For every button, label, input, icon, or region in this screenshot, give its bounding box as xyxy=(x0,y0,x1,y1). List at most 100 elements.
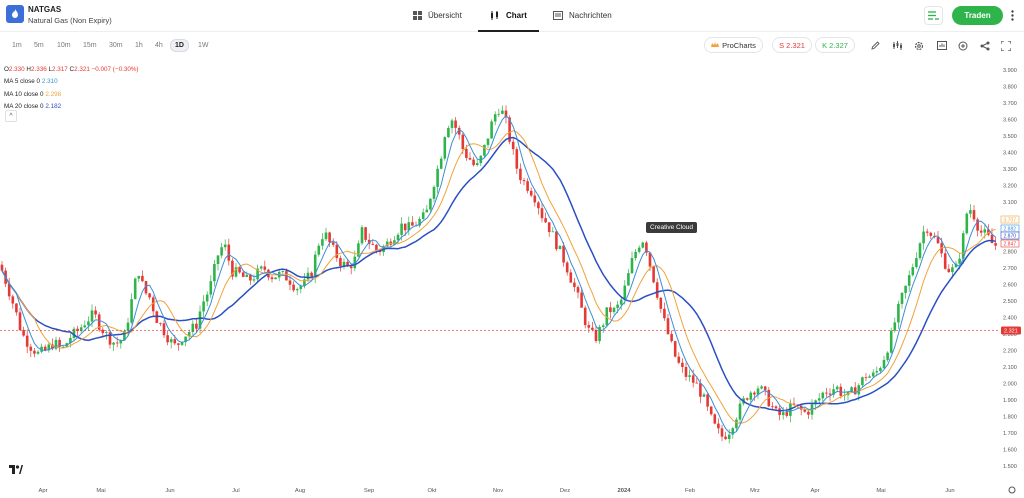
timeframe-4h[interactable]: 4h xyxy=(155,42,163,49)
candle xyxy=(483,144,486,159)
watchlist-button[interactable] xyxy=(924,6,943,25)
open-value: 2.330 xyxy=(8,66,25,73)
price-tick-label: 2.800 xyxy=(1003,250,1017,256)
timeframe-1h[interactable]: 1h xyxy=(135,42,143,49)
price-tick-label: 3.800 xyxy=(1003,85,1017,91)
candle xyxy=(645,240,648,256)
candle xyxy=(738,399,742,423)
candle xyxy=(393,236,396,246)
candle xyxy=(241,270,245,278)
price-axis[interactable]: 3.900 3.800 3.700 3.600 3.500 3.400 3.300 3.200… xyxy=(1001,68,1021,470)
price-tick-label: 2.400 xyxy=(1003,316,1017,322)
candle xyxy=(598,324,601,344)
timeframe-30m[interactable]: 30m xyxy=(109,42,123,49)
candle xyxy=(637,245,641,254)
candle xyxy=(904,285,907,299)
chevron-up-icon: ^ xyxy=(9,112,13,120)
candle xyxy=(357,240,360,258)
candle xyxy=(342,258,346,270)
ma10-legend[interactable]: MA 10 close 0 2.298 xyxy=(4,90,62,98)
candle xyxy=(655,278,659,300)
timeframe-5m[interactable]: 5m xyxy=(34,42,44,49)
candle xyxy=(627,269,630,286)
candle xyxy=(151,295,155,317)
timeframe-15m[interactable]: 15m xyxy=(83,42,97,49)
sell-button[interactable]: S 2.321 xyxy=(772,37,812,53)
candle xyxy=(882,355,886,370)
candle xyxy=(166,330,169,346)
time-axis[interactable]: Apr Mai Jun Jul Aug Sep Okt Nov Dez 2024 Feb Mrz Apr… xyxy=(38,486,1016,494)
draw-tool-button[interactable] xyxy=(869,39,882,52)
price-chart[interactable]: 3.900 3.800 3.700 3.600 3.500 3.400 3.300 3.200… xyxy=(0,60,1024,498)
candle xyxy=(540,203,544,223)
candle xyxy=(583,305,587,329)
buy-button[interactable]: K 2.327 xyxy=(815,37,855,53)
settings-button[interactable] xyxy=(912,39,925,52)
price-tick-label: 1.900 xyxy=(1003,398,1017,404)
indicator-badge xyxy=(1000,231,1020,240)
candle xyxy=(569,269,573,283)
tab-overview[interactable]: Übersicht xyxy=(413,0,462,31)
candle xyxy=(673,340,677,358)
share-button[interactable] xyxy=(978,39,991,52)
indicators-button[interactable] xyxy=(891,39,904,52)
procharts-button[interactable]: ProCharts xyxy=(704,37,763,53)
tab-news[interactable]: Nachrichten xyxy=(553,0,612,31)
fullscreen-button[interactable] xyxy=(999,39,1012,52)
candle xyxy=(871,369,875,378)
time-tick-label: Apr xyxy=(38,488,47,494)
ma20-line xyxy=(1,136,996,412)
chart-type-button[interactable] xyxy=(935,39,948,52)
low-value: 2.317 xyxy=(52,66,68,73)
candle xyxy=(169,336,173,349)
collapse-legend-button[interactable]: ^ xyxy=(5,110,17,122)
candle xyxy=(490,119,493,139)
candle xyxy=(47,342,51,353)
more-options-button[interactable] xyxy=(1008,8,1016,23)
candle xyxy=(11,294,15,309)
trade-button[interactable]: Traden xyxy=(952,6,1003,25)
candle xyxy=(335,241,339,262)
candle xyxy=(969,204,972,218)
candle xyxy=(198,305,202,334)
price-tick-label: 3.200 xyxy=(1003,184,1017,190)
price-tick-label: 3.900 xyxy=(1003,68,1017,74)
timeframe-1w[interactable]: 1W xyxy=(198,42,209,49)
candle xyxy=(573,277,576,292)
ma5-legend[interactable]: MA 5 close 0 2.310 xyxy=(4,78,58,86)
indicator-badge-label: 3.707 xyxy=(1004,218,1017,224)
ma10-line xyxy=(1,130,996,424)
candle xyxy=(72,326,76,341)
candle xyxy=(915,252,918,269)
candle xyxy=(202,295,205,318)
candle xyxy=(231,258,234,280)
candle xyxy=(727,429,731,444)
timeframe-10m[interactable]: 10m xyxy=(57,42,71,49)
axis-settings-icon[interactable] xyxy=(1008,486,1016,494)
candle xyxy=(832,383,835,398)
candle xyxy=(25,329,29,354)
high-value: 2.336 xyxy=(30,66,47,73)
candle xyxy=(972,205,976,222)
candle xyxy=(688,369,691,382)
indicator-badge xyxy=(1000,239,1020,248)
candle xyxy=(148,292,151,300)
candle xyxy=(432,185,436,203)
candle xyxy=(259,265,263,271)
candle xyxy=(177,342,180,351)
timeframe-1m[interactable]: 1m xyxy=(12,42,22,49)
timeframe-1d[interactable]: 1D xyxy=(170,39,189,52)
fullscreen-icon xyxy=(1000,40,1011,51)
candle xyxy=(187,329,191,341)
close-value: 2.321 xyxy=(74,66,90,73)
instrument-logo xyxy=(6,5,24,23)
add-indicator-button[interactable] xyxy=(956,39,969,52)
candle xyxy=(612,306,616,315)
ma20-legend[interactable]: MA 20 close 0 2.182 xyxy=(4,103,62,111)
chart-type-icon xyxy=(936,41,947,50)
candle xyxy=(735,417,738,432)
candle xyxy=(130,293,133,325)
candles-icon xyxy=(491,11,498,20)
tab-chart[interactable]: Chart xyxy=(478,0,539,32)
candle xyxy=(15,303,18,316)
